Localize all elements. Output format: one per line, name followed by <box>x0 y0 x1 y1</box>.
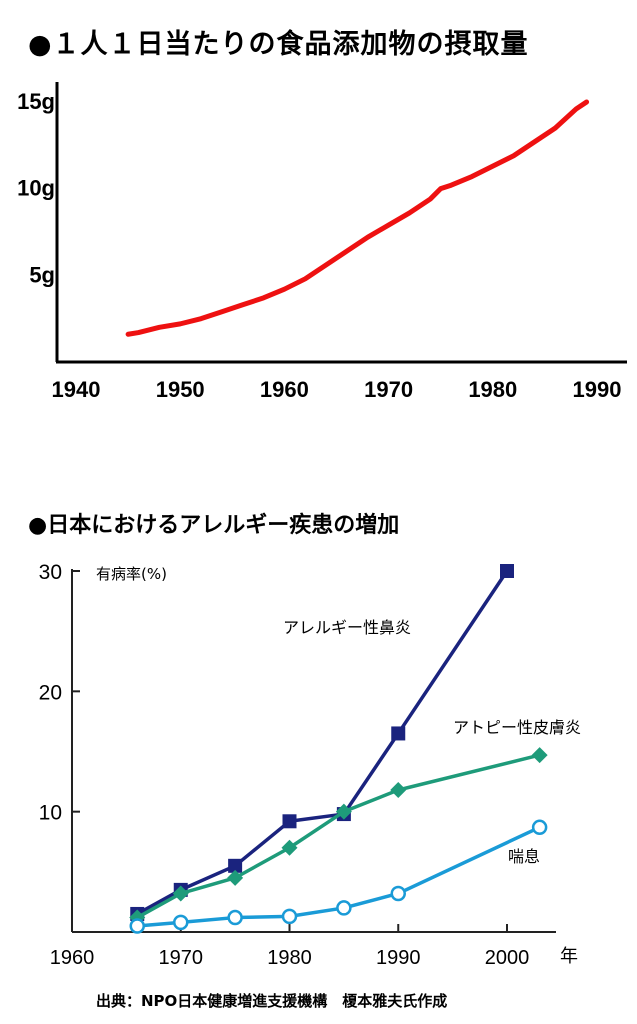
x-tick-label: 1970 <box>364 377 413 402</box>
x-tick-label: 1940 <box>52 377 101 402</box>
x-tick-label: 2000 <box>485 947 530 969</box>
y-tick-label: 20 <box>39 681 62 704</box>
series-line <box>136 753 541 920</box>
data-point <box>281 908 298 925</box>
x-tick-label: 1980 <box>267 947 312 969</box>
data-point <box>390 782 407 799</box>
series-3 <box>129 819 548 934</box>
data-point <box>336 900 352 916</box>
y-tick-label: 15g <box>17 89 55 114</box>
data-point <box>173 914 189 931</box>
additive-intake-chart: 1940 1950 1960 1970 1980 1990 5g 10g 15g <box>17 82 627 402</box>
data-point <box>531 747 548 764</box>
y-tick-label: 5g <box>29 262 55 287</box>
y-axis-label: 有病率(%) <box>96 565 167 583</box>
x-tick-label: 1970 <box>159 947 204 969</box>
series-label: アトピー性皮膚炎 <box>453 718 581 737</box>
series-label: アレルギー性鼻炎 <box>283 618 411 637</box>
data-point <box>228 858 243 873</box>
data-point <box>282 814 297 829</box>
data-point <box>172 885 189 902</box>
source-note: 出典：NPO日本健康増進支援機構 榎本雅夫氏作成 <box>96 992 448 1010</box>
series-label: 喘息 <box>508 847 540 866</box>
data-point <box>531 819 548 836</box>
x-tick-label: 1990 <box>376 947 421 969</box>
y-tick-label: 30 <box>39 561 62 584</box>
data-point <box>227 909 243 926</box>
y-tick-label: 10g <box>17 176 55 201</box>
data-point <box>500 564 514 578</box>
data-point <box>227 869 244 886</box>
data-point <box>281 839 298 856</box>
data-point <box>335 803 352 820</box>
x-axis-label: 年 <box>560 946 578 967</box>
data-point <box>390 885 406 902</box>
data-point <box>129 918 145 934</box>
x-tick-label: 1990 <box>573 377 622 402</box>
series-2 <box>129 747 548 926</box>
chart2-title: ●日本におけるアレルギー疾患の増加 <box>28 513 400 538</box>
x-tick-label: 1980 <box>468 377 517 402</box>
x-tick-label: 1960 <box>50 947 95 969</box>
data-point <box>391 726 406 741</box>
series-line <box>125 99 590 337</box>
chart1-title: ●１人１日当たりの食品添加物の摂取量 <box>28 29 529 60</box>
x-tick-label: 1960 <box>260 377 309 402</box>
x-tick-label: 1950 <box>156 377 205 402</box>
y-tick-label: 10 <box>39 802 62 825</box>
